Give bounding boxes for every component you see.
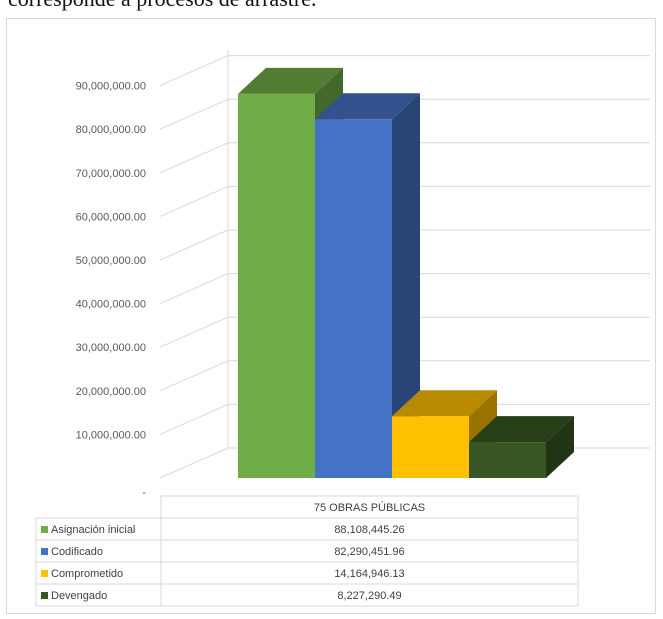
- legend-key: [41, 592, 48, 599]
- data-value-label: 88,108,445.26: [334, 524, 404, 536]
- series-name: Devengado: [51, 590, 107, 602]
- legend-key: [41, 548, 48, 555]
- bar-front: [392, 416, 469, 478]
- gridline-diagonal: [159, 142, 229, 174]
- bar-side: [546, 416, 574, 478]
- gridline-diagonal: [159, 55, 229, 87]
- legend-key: [41, 570, 48, 577]
- bar-side: [392, 93, 420, 479]
- gridline-diagonal: [159, 273, 229, 305]
- bar-devengado: [469, 416, 574, 478]
- chart-frame: [6, 18, 656, 614]
- series-name: Comprometido: [51, 568, 123, 580]
- y-tick-label: 20,000,000.00: [76, 386, 146, 398]
- bar-front: [238, 93, 315, 479]
- bar-top: [469, 416, 574, 443]
- gridline-diagonal: [159, 403, 229, 435]
- gridline-diagonal: [159, 185, 229, 217]
- category-label: 75 OBRAS PÚBLICAS: [314, 501, 425, 514]
- bar-codificado: [315, 93, 420, 479]
- y-tick-label: 60,000,000.00: [76, 211, 146, 223]
- y-tick-label: -: [142, 487, 146, 499]
- data-value-label: 14,164,946.13: [334, 568, 404, 580]
- bar-top: [315, 93, 420, 120]
- gridline-diagonal: [159, 98, 229, 130]
- y-tick-label: 10,000,000.00: [76, 429, 146, 441]
- gridline-diagonal: [159, 360, 229, 392]
- y-tick-label: 40,000,000.00: [76, 299, 146, 311]
- bar-front: [315, 119, 392, 479]
- y-tick-label: 30,000,000.00: [76, 342, 146, 354]
- bars: [238, 67, 574, 479]
- data-value-label: 82,290,451.96: [334, 546, 404, 558]
- gridline-diagonal: [159, 316, 229, 348]
- series-name: Codificado: [51, 546, 103, 558]
- bar-top: [238, 67, 343, 94]
- data-table: 75 OBRAS PÚBLICAS Asignación inicial 88,10…: [35, 495, 579, 607]
- y-axis-ticks: - 10,000,000.00 20,000,000.00 30,000,000.00…: [76, 81, 147, 499]
- y-tick-label: 50,000,000.00: [76, 255, 146, 267]
- y-tick-label: 70,000,000.00: [76, 168, 146, 180]
- gridline-diagonal: [159, 447, 229, 479]
- y-tick-label: 80,000,000.00: [76, 124, 146, 136]
- data-value-label: 8,227,290.49: [337, 590, 401, 602]
- caption-text: corresponde a procesos de arrastre.: [8, 0, 658, 12]
- legend-key: [41, 526, 48, 533]
- gridline-diagonal: [159, 229, 229, 261]
- series-name: Asignación inicial: [51, 524, 135, 536]
- bar-top: [392, 390, 497, 417]
- table-row-value-cell: [160, 583, 579, 607]
- y-tick-label: 90,000,000.00: [76, 81, 146, 93]
- bar-front: [469, 442, 546, 478]
